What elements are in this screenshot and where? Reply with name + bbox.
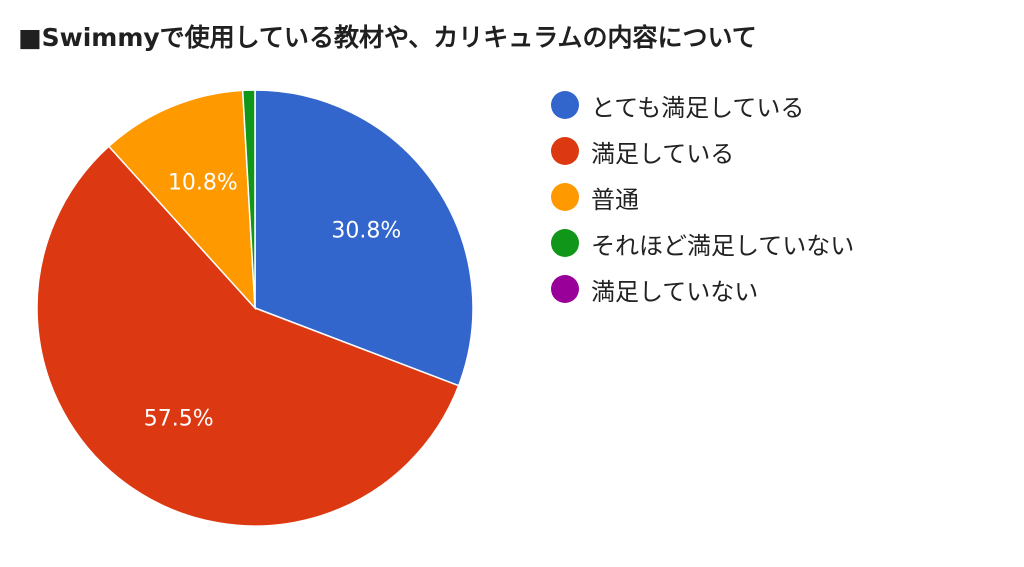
pie-slice-2: [107, 89, 256, 311]
chart-title: ■Swimmyで使用している教材や、カリキュラムの内容について: [18, 23, 757, 52]
legend-label-0: とても満足している: [591, 93, 805, 122]
chart-legend: とても満足している 満足している 普通それほど満足していない 満足していない: [551, 82, 854, 312]
legend-swatch-0: [551, 91, 579, 119]
legend-item-1: 満足している: [551, 128, 854, 174]
legend-label-3: それほど満足していない: [591, 231, 855, 260]
pie-slice-1: [36, 145, 460, 527]
legend-label-2: 普通: [591, 185, 639, 214]
legend-label-1: 満足している: [591, 139, 735, 168]
legend-swatch-3: [551, 229, 579, 257]
legend-item-4: 満足していない: [551, 266, 854, 312]
pie-slice-label-2: 10.8%: [168, 170, 238, 195]
pie-slice-label-0: 30.8%: [331, 218, 401, 243]
pie-chart: 30.8% 57.5% 10.8%: [36, 89, 474, 527]
legend-item-2: 普通: [551, 174, 854, 220]
pie-slice-0: [254, 89, 474, 387]
legend-item-0: とても満足している: [551, 82, 854, 128]
pie-slice-3: [241, 89, 256, 309]
legend-swatch-1: [551, 137, 579, 165]
legend-item-3: それほど満足していない: [551, 220, 854, 266]
pie-slice-label-1: 57.5%: [144, 407, 214, 432]
legend-swatch-4: [551, 275, 579, 303]
pie-svg: 30.8% 57.5% 10.8%: [36, 89, 474, 527]
legend-swatch-2: [551, 183, 579, 211]
legend-label-4: 満足していない: [591, 277, 759, 306]
